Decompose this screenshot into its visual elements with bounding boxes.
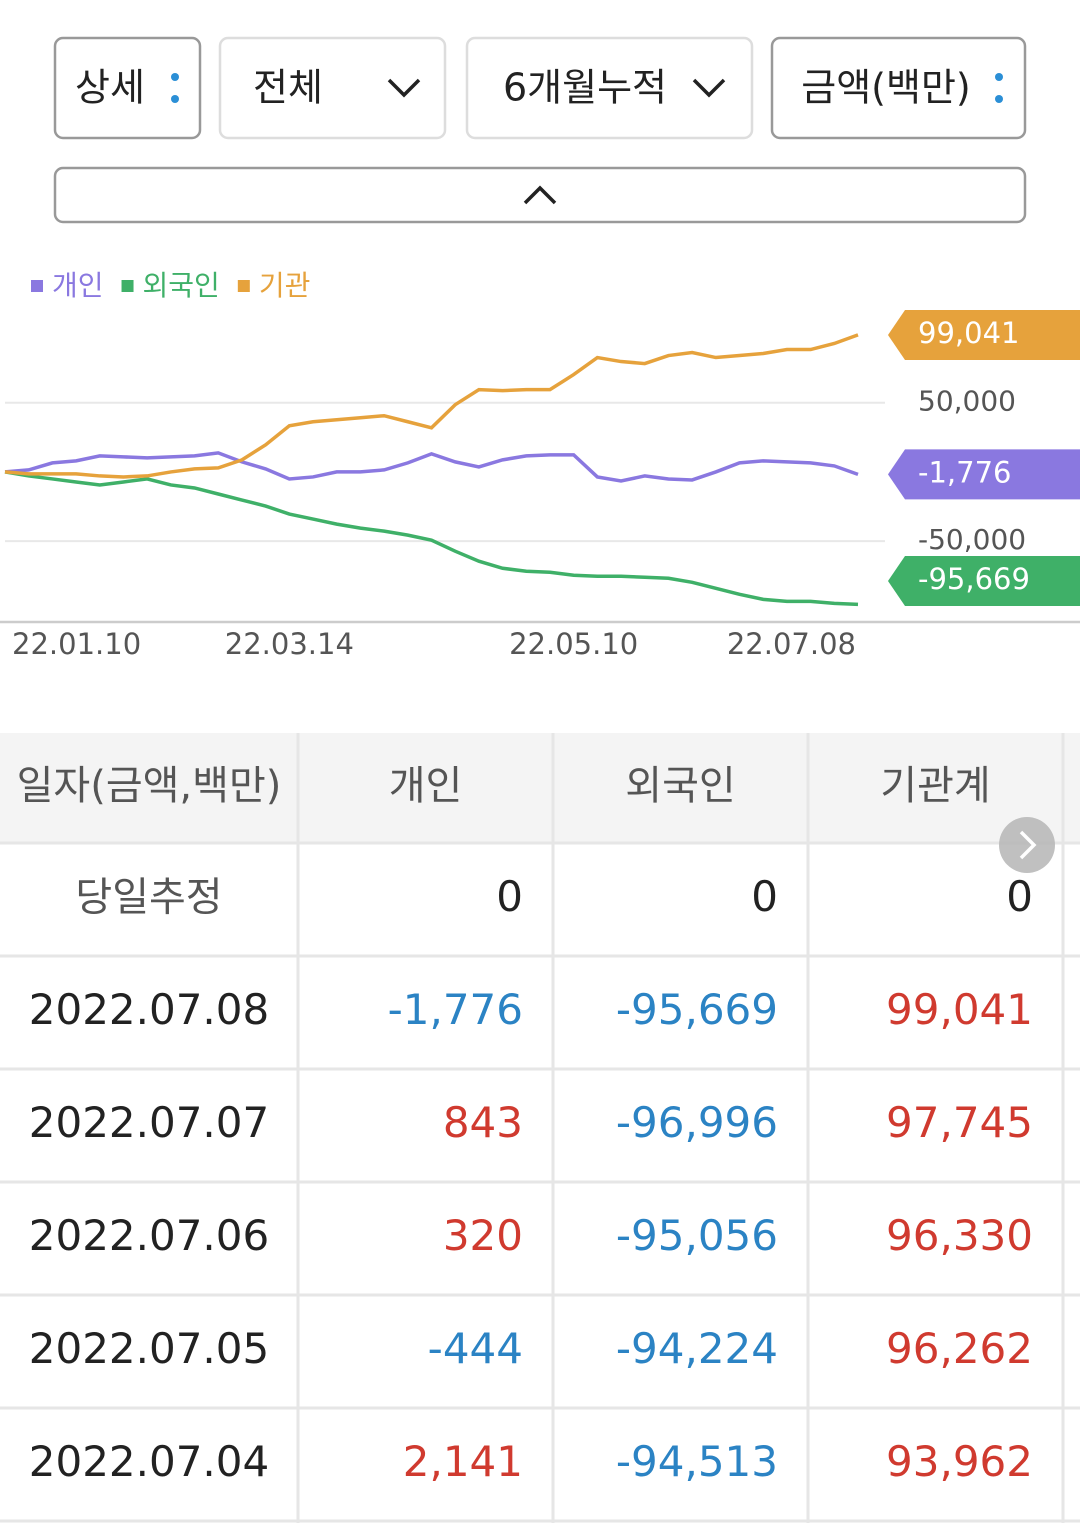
date-cell: 당일추정 [75, 875, 222, 921]
date-cell: 2022.07.05 [29, 1324, 269, 1373]
button-label: 6개월누적 [503, 66, 667, 110]
dot-icon [995, 95, 1003, 103]
table-header-bg [0, 733, 1080, 843]
date-cell: 2022.07.07 [29, 1098, 269, 1147]
unit-button[interactable] [770, 36, 1027, 140]
scope-dropdown[interactable] [218, 36, 447, 140]
end-badge [888, 449, 1080, 500]
value-cell: 97,745 [886, 1098, 1033, 1147]
x-tick-label: 22.07.08 [727, 627, 856, 661]
arrow-icon [1019, 830, 1037, 860]
table-header-cell: 일자(금액,백만) [17, 763, 282, 809]
legend-label: 외국인 [143, 269, 220, 302]
y-tick-label: -50,000 [918, 523, 1026, 556]
date-cell: 2022.07.06 [29, 1211, 269, 1260]
legend-label: 개인 [52, 269, 104, 302]
value-cell: 0 [1006, 872, 1033, 921]
value-cell: -95,669 [616, 985, 778, 1034]
legend-swatch [237, 280, 250, 292]
x-tick-label: 22.01.10 [12, 627, 141, 661]
y-tick-label: 50,000 [918, 385, 1016, 418]
chevron-icon [387, 78, 421, 98]
date-cell: 2022.07.08 [29, 985, 269, 1034]
chevron-icon [692, 78, 726, 98]
table-header-cell: 외국인 [625, 763, 735, 809]
end-badge-label: 99,041 [918, 316, 1019, 350]
value-cell: -94,224 [616, 1324, 778, 1373]
legend-label: 기관 [259, 269, 311, 302]
button-label: 금액(백만) [801, 66, 971, 110]
legend-swatch [121, 280, 134, 292]
button-label: 상세 [75, 66, 145, 110]
legend-swatch [31, 280, 43, 292]
value-cell: 99,041 [886, 985, 1033, 1034]
value-cell: 96,330 [886, 1211, 1033, 1260]
end-badge [888, 556, 1080, 606]
date-cell: 2022.07.04 [29, 1437, 269, 1486]
value-cell: -1,776 [388, 985, 523, 1034]
detail-button[interactable] [53, 36, 202, 140]
end-badge [888, 310, 1080, 360]
value-cell: -444 [428, 1324, 523, 1373]
value-cell: 320 [443, 1211, 523, 1260]
caret-icon [523, 185, 557, 205]
button-label: 전체 [253, 66, 323, 110]
value-cell: -95,056 [616, 1211, 778, 1260]
dot-icon [171, 95, 179, 103]
table-header-cell: 개인 [389, 763, 463, 809]
table-header-cell: 기관계 [880, 763, 990, 809]
collapse-bar[interactable] [53, 166, 1027, 224]
value-cell: 0 [496, 872, 523, 921]
end-badge-label: -95,669 [918, 562, 1030, 596]
value-cell: 2,141 [403, 1437, 523, 1486]
value-cell: 843 [443, 1098, 523, 1147]
value-cell: -96,996 [616, 1098, 778, 1147]
series-line [4, 451, 859, 483]
end-badge-label: -1,776 [918, 455, 1012, 489]
series-line [4, 470, 859, 607]
value-cell: 0 [751, 872, 778, 921]
value-cell: 96,262 [886, 1324, 1033, 1373]
dot-icon [995, 73, 1003, 81]
dot-icon [171, 73, 179, 81]
value-cell: -94,513 [616, 1437, 778, 1486]
scroll-right-button[interactable] [999, 817, 1055, 873]
x-tick-label: 22.03.14 [225, 627, 354, 661]
series-line [4, 333, 859, 479]
x-tick-label: 22.05.10 [509, 627, 638, 661]
period-dropdown[interactable] [465, 36, 754, 140]
value-cell: 93,962 [886, 1437, 1033, 1486]
